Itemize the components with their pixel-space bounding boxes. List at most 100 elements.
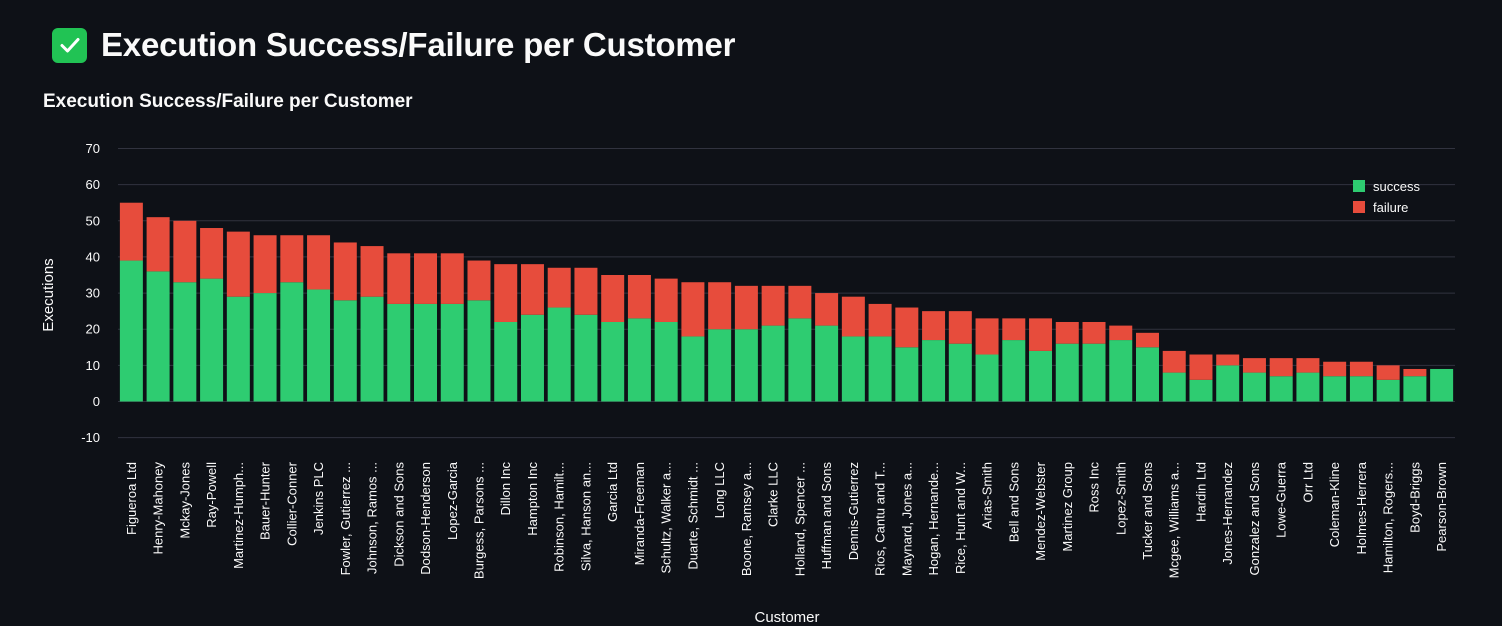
bar-success[interactable] [574, 314, 598, 402]
bar-failure[interactable] [547, 267, 571, 308]
bar-success[interactable] [547, 307, 571, 402]
bar-success[interactable] [627, 318, 651, 402]
bar-success[interactable] [173, 282, 197, 402]
bar-success[interactable] [387, 303, 411, 402]
bar-success[interactable] [654, 321, 678, 402]
bar-failure[interactable] [841, 296, 865, 337]
bar-failure[interactable] [627, 275, 651, 319]
bar-failure[interactable] [601, 275, 625, 322]
bar-failure[interactable] [895, 307, 919, 348]
bar-failure[interactable] [1055, 321, 1079, 344]
bar-failure[interactable] [574, 267, 598, 315]
bar-success[interactable] [440, 303, 464, 402]
bar-success[interactable] [1403, 376, 1427, 402]
bar-success[interactable] [1135, 347, 1159, 402]
bar-success[interactable] [1029, 350, 1053, 402]
bar-success[interactable] [1269, 376, 1293, 402]
bar-success[interactable] [1082, 343, 1106, 402]
bar-success[interactable] [815, 325, 839, 402]
bar-failure[interactable] [1216, 354, 1240, 366]
bar-failure[interactable] [494, 264, 518, 322]
bar-failure[interactable] [333, 242, 357, 301]
bar-success[interactable] [1349, 376, 1373, 402]
bar-success[interactable] [1430, 368, 1454, 402]
bar-failure[interactable] [360, 246, 384, 297]
bar-failure[interactable] [1135, 332, 1159, 348]
bar-failure[interactable] [1189, 354, 1213, 380]
bar-failure[interactable] [1029, 318, 1053, 351]
bar-success[interactable] [895, 347, 919, 402]
bar-failure[interactable] [1242, 358, 1266, 373]
bar-success[interactable] [1216, 365, 1240, 402]
bar-success[interactable] [1296, 372, 1320, 402]
bar-failure[interactable] [200, 228, 224, 279]
bars[interactable] [119, 202, 1454, 402]
bar-failure[interactable] [1162, 350, 1186, 373]
bar-success[interactable] [1189, 379, 1213, 402]
legend[interactable]: success failure [1353, 179, 1420, 215]
bar-failure[interactable] [467, 260, 491, 301]
bar-success[interactable] [119, 260, 143, 402]
bar-success[interactable] [1109, 340, 1133, 402]
bar-success[interactable] [948, 343, 972, 402]
bar-failure[interactable] [975, 318, 999, 355]
bar-failure[interactable] [1403, 368, 1427, 377]
bar-failure[interactable] [1082, 321, 1106, 344]
bar-success[interactable] [520, 314, 544, 402]
bar-failure[interactable] [761, 285, 785, 326]
bar-success[interactable] [734, 329, 758, 402]
bar-success[interactable] [226, 296, 250, 402]
bar-failure[interactable] [119, 202, 143, 261]
bar-failure[interactable] [681, 282, 705, 337]
bar-success[interactable] [1323, 376, 1347, 402]
bar-success[interactable] [975, 354, 999, 402]
bar-success[interactable] [788, 318, 812, 402]
bar-failure[interactable] [307, 235, 331, 290]
bar-success[interactable] [1162, 372, 1186, 402]
bar-failure[interactable] [868, 303, 892, 337]
bar-success[interactable] [494, 321, 518, 402]
bar-failure[interactable] [253, 235, 277, 294]
bar-failure[interactable] [146, 217, 170, 272]
bar-success[interactable] [280, 282, 304, 402]
bar-success[interactable] [307, 289, 331, 402]
bar-success[interactable] [253, 293, 277, 402]
bar-success[interactable] [1242, 372, 1266, 402]
bar-failure[interactable] [654, 278, 678, 322]
bar-failure[interactable] [280, 235, 304, 283]
bar-failure[interactable] [708, 282, 732, 330]
bar-success[interactable] [333, 300, 357, 402]
bar-failure[interactable] [1269, 358, 1293, 377]
bar-failure[interactable] [815, 293, 839, 326]
bar-success[interactable] [922, 340, 946, 402]
bar-failure[interactable] [520, 264, 544, 315]
bar-success[interactable] [841, 336, 865, 402]
legend-label-success[interactable]: success [1373, 179, 1420, 194]
bar-success[interactable] [868, 336, 892, 402]
bar-success[interactable] [761, 325, 785, 402]
legend-label-failure[interactable]: failure [1373, 200, 1408, 215]
bar-success[interactable] [708, 329, 732, 402]
bar-failure[interactable] [440, 253, 464, 304]
bar-success[interactable] [1002, 340, 1026, 402]
bar-failure[interactable] [1002, 318, 1026, 341]
bar-failure[interactable] [922, 311, 946, 341]
bar-failure[interactable] [1109, 325, 1133, 341]
bar-failure[interactable] [1323, 361, 1347, 377]
bar-success[interactable] [414, 303, 438, 402]
bar-success[interactable] [146, 271, 170, 402]
bar-failure[interactable] [788, 285, 812, 319]
bar-failure[interactable] [948, 311, 972, 344]
bar-success[interactable] [681, 336, 705, 402]
bar-success[interactable] [601, 321, 625, 402]
bar-success[interactable] [1055, 343, 1079, 402]
bar-success[interactable] [467, 300, 491, 402]
bar-failure[interactable] [414, 253, 438, 304]
bar-failure[interactable] [1376, 365, 1400, 380]
bar-failure[interactable] [1296, 358, 1320, 373]
bar-failure[interactable] [226, 231, 250, 297]
legend-swatch-success[interactable] [1353, 180, 1365, 192]
bar-failure[interactable] [1349, 361, 1373, 377]
bar-failure[interactable] [387, 253, 411, 304]
legend-swatch-failure[interactable] [1353, 201, 1365, 213]
